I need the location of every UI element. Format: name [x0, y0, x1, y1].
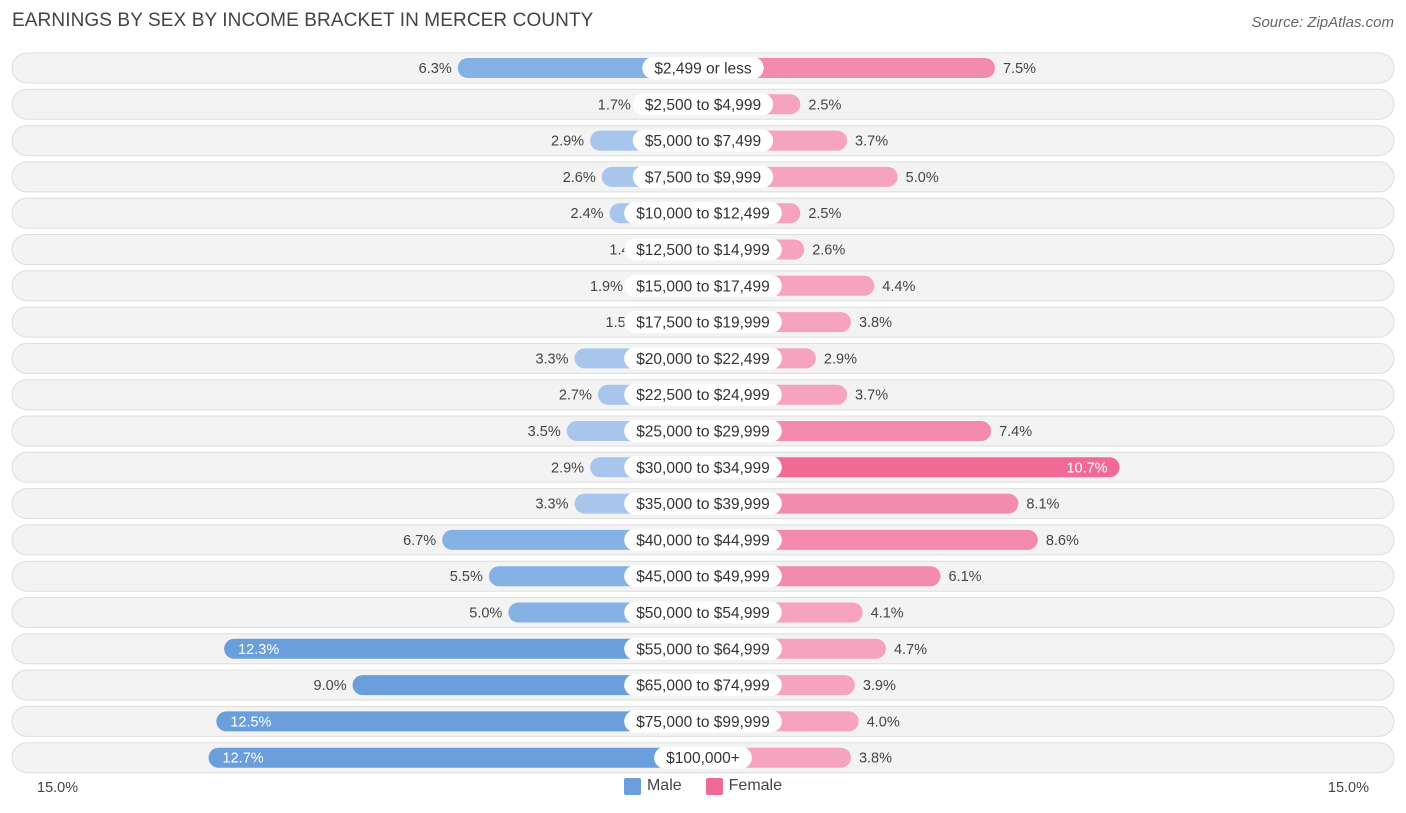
- value-label-female: 3.8%: [859, 315, 892, 331]
- category-label: $17,500 to $19,999: [636, 315, 770, 332]
- value-label-female: 2.9%: [824, 351, 857, 367]
- legend-swatch-male: [623, 777, 641, 795]
- value-label-female: 2.5%: [808, 206, 841, 222]
- category-label: $55,000 to $64,999: [636, 641, 770, 658]
- value-label-male: 3.3%: [535, 497, 568, 513]
- category-label: $65,000 to $74,999: [636, 678, 770, 695]
- category-pill: [624, 601, 782, 624]
- value-label-female: 10.7%: [1066, 460, 1107, 476]
- value-label-male: 12.7%: [223, 751, 264, 767]
- value-label-male: 5.5%: [450, 569, 483, 585]
- category-pill: [624, 456, 782, 479]
- category-pill: [632, 129, 774, 152]
- value-label-male: 2.6%: [563, 170, 596, 186]
- category-label: $50,000 to $54,999: [636, 605, 770, 622]
- category-pill: [624, 528, 782, 551]
- value-label-male: 2.4%: [570, 206, 603, 222]
- category-pill: [624, 492, 782, 515]
- value-label-female: 4.4%: [882, 279, 915, 295]
- category-label: $25,000 to $29,999: [636, 424, 770, 441]
- category-label: $75,000 to $99,999: [636, 714, 770, 731]
- category-pill: [624, 347, 782, 370]
- value-label-male: 2.7%: [559, 388, 592, 404]
- category-label: $40,000 to $44,999: [636, 532, 770, 549]
- category-label: $15,000 to $17,499: [636, 278, 770, 295]
- value-label-female: 3.8%: [859, 751, 892, 767]
- value-label-female: 2.5%: [808, 97, 841, 113]
- source-credit: Source: ZipAtlas.com: [1251, 14, 1394, 31]
- category-pill: [624, 202, 782, 225]
- legend-item-male: Male: [623, 777, 682, 795]
- value-label-female: 8.6%: [1046, 533, 1079, 549]
- category-label: $35,000 to $39,999: [636, 496, 770, 513]
- category-pill: [624, 710, 782, 733]
- legend: Male Female: [0, 777, 1406, 795]
- bar-male: [216, 711, 714, 732]
- category-pill: [642, 57, 764, 79]
- value-label-male: 2.9%: [551, 460, 584, 476]
- value-label-female: 7.5%: [1003, 61, 1036, 77]
- category-label: $22,500 to $24,999: [636, 387, 770, 404]
- value-label-male: 12.5%: [230, 714, 271, 730]
- legend-label-male: Male: [646, 777, 682, 794]
- value-label-male: 3.5%: [528, 424, 561, 440]
- value-label-female: 2.6%: [812, 243, 845, 259]
- value-label-male: 9.0%: [314, 678, 347, 694]
- chart-canvas: 6.3% 7.5% $2,499 or less 1.7% 2.5% $2,500 to …: [11, 52, 1395, 774]
- axis-right-label: 15.0%: [1327, 780, 1369, 796]
- category-label: $2,500 to $4,999: [645, 97, 761, 114]
- bar-male: [352, 675, 713, 696]
- value-label-female: 3.7%: [855, 388, 888, 404]
- value-label-female: 7.4%: [999, 424, 1032, 440]
- chart-title: EARNINGS BY SEX BY INCOME BRACKET IN MER…: [12, 10, 594, 31]
- value-label-female: 3.9%: [863, 678, 896, 694]
- value-label-male: 1.7%: [598, 97, 631, 113]
- value-label-female: 4.0%: [867, 714, 900, 730]
- legend-item-female: Female: [705, 777, 783, 795]
- axis-left-label: 15.0%: [37, 780, 79, 796]
- category-pill: [624, 565, 782, 588]
- bar-female: [693, 58, 995, 78]
- value-label-female: 4.1%: [871, 606, 904, 622]
- category-pill: [624, 420, 782, 442]
- category-pill: [624, 311, 782, 334]
- value-label-female: 3.7%: [855, 134, 888, 150]
- value-label-male: 6.3%: [419, 61, 452, 77]
- category-pill: [632, 93, 774, 116]
- value-label-female: 8.1%: [1026, 497, 1059, 513]
- category-label: $100,000+: [666, 750, 740, 767]
- value-label-male: 5.0%: [469, 606, 502, 622]
- bar-male: [208, 747, 713, 768]
- category-pill: [624, 238, 782, 261]
- value-label-female: 5.0%: [906, 170, 939, 186]
- value-label-male: 3.3%: [535, 351, 568, 367]
- category-pill: [624, 383, 782, 406]
- category-label: $7,500 to $9,999: [645, 169, 761, 186]
- value-label-female: 6.1%: [948, 569, 981, 585]
- category-pill: [632, 165, 774, 188]
- legend-swatch-female: [705, 777, 723, 795]
- category-label: $5,000 to $7,499: [645, 133, 761, 150]
- category-label: $45,000 to $49,999: [636, 569, 770, 586]
- category-label: $30,000 to $34,999: [636, 460, 770, 477]
- category-pill: [624, 674, 782, 697]
- value-label-male: 6.7%: [403, 533, 436, 549]
- category-label: $20,000 to $22,499: [636, 351, 770, 368]
- value-label-female: 4.7%: [894, 642, 927, 658]
- value-label-male: 12.3%: [238, 642, 279, 658]
- category-pill: [654, 746, 752, 769]
- value-label-male: 1.9%: [590, 279, 623, 295]
- legend-label-female: Female: [728, 777, 783, 794]
- bar-female: [693, 457, 1120, 478]
- category-pill: [624, 274, 782, 297]
- category-pill: [624, 637, 782, 660]
- bar-male: [224, 638, 713, 659]
- category-label: $12,500 to $14,999: [636, 242, 770, 259]
- category-label: $2,499 or less: [654, 61, 752, 78]
- value-label-male: 2.9%: [551, 134, 584, 150]
- category-label: $10,000 to $12,499: [636, 206, 770, 223]
